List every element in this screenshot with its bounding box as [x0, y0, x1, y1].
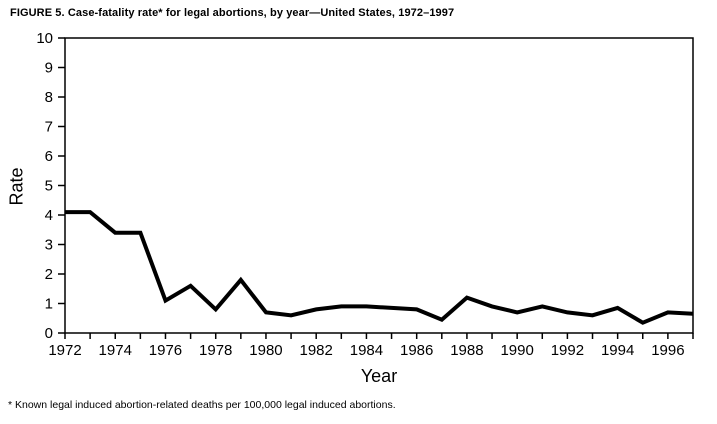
x-tick-label: 1988	[450, 342, 483, 359]
figure-footnote: * Known legal induced abortion-related d…	[8, 399, 396, 411]
x-axis-label: Year	[360, 366, 398, 386]
y-tick-label: 3	[45, 237, 53, 254]
y-tick-label: 1	[45, 296, 53, 313]
y-tick-label: 6	[45, 148, 53, 165]
x-tick-label: 1994	[601, 342, 634, 359]
x-tick-label: 1978	[199, 342, 232, 359]
y-tick-label: 4	[45, 207, 53, 224]
y-tick-label: 9	[45, 60, 53, 77]
x-tick-label: 1972	[48, 342, 81, 359]
case-fatality-rate-line	[65, 210, 694, 325]
y-tick-label: 7	[45, 119, 53, 136]
x-tick-label: 1990	[500, 342, 533, 359]
y-tick-label: 10	[36, 30, 53, 47]
figure-title: FIGURE 5. Case-fatality rate* for legal …	[10, 7, 455, 19]
x-tick-label: 1996	[651, 342, 684, 359]
x-tick-label: 1982	[300, 342, 333, 359]
x-tick-label: 1984	[350, 342, 383, 359]
y-tick-label: 5	[45, 178, 53, 195]
y-tick-label: 8	[45, 89, 53, 106]
y-axis-label: Rate	[6, 167, 27, 206]
x-tick-label: 1974	[99, 342, 132, 359]
x-tick-label: 1992	[551, 342, 584, 359]
y-tick-label: 0	[45, 325, 53, 342]
y-tick-label: 2	[45, 266, 53, 283]
x-tick-label: 1976	[149, 342, 182, 359]
x-tick-label: 1986	[400, 342, 433, 359]
x-tick-label: 1980	[249, 342, 282, 359]
